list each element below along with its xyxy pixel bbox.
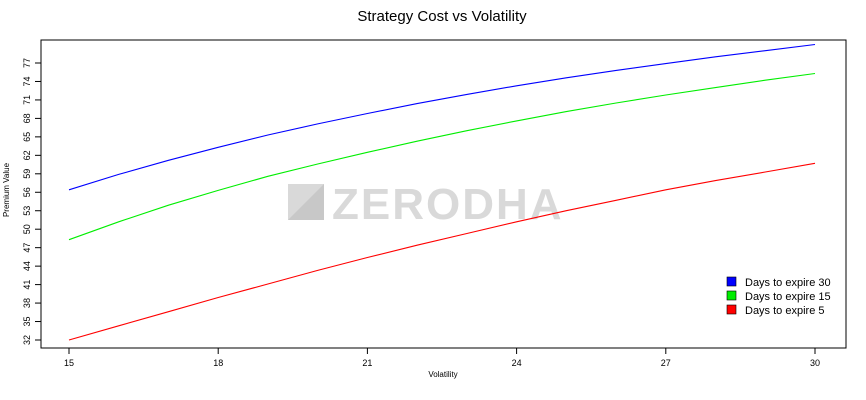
x-axis: 15 18 21 24 27 30 (64, 347, 820, 368)
legend: Days to expire 30 Days to expire 15 Days t… (726, 276, 831, 317)
y-tick-label: 62 (22, 150, 32, 160)
x-tick-label: 15 (64, 358, 74, 368)
x-tick-label: 27 (661, 358, 671, 368)
series-line-2 (68, 72, 816, 241)
y-tick-label: 56 (22, 187, 32, 197)
y-tick-label: 50 (22, 224, 32, 234)
watermark: ZERODHA (288, 180, 564, 229)
y-axis: 32 35 38 41 44 47 50 53 56 59 62 65 68 71 74 77 (22, 58, 42, 345)
series-line-1 (68, 43, 816, 191)
legend-label: Days to expire 30 (745, 277, 831, 289)
y-tick-label: 65 (22, 132, 32, 142)
y-tick-label: 74 (22, 76, 32, 86)
y-tick-label: 77 (22, 58, 32, 68)
chart-title: Strategy Cost vs Volatility (357, 8, 527, 25)
y-tick-label: 35 (22, 317, 32, 327)
y-tick-label: 41 (22, 280, 32, 290)
x-tick-label: 24 (512, 358, 522, 368)
y-tick-label: 47 (22, 243, 32, 253)
y-tick-label: 68 (22, 113, 32, 123)
y-axis-title: Premium Value (2, 162, 11, 217)
y-tick-label: 71 (22, 95, 32, 105)
legend-swatch (726, 304, 737, 315)
zerodha-logo-icon (288, 184, 324, 220)
y-tick-label: 59 (22, 169, 32, 179)
y-tick-label: 32 (22, 335, 32, 345)
y-tick-label: 38 (22, 298, 32, 308)
y-tick-label: 44 (22, 261, 32, 271)
y-tick-label: 53 (22, 206, 32, 216)
legend-label: Days to expire 5 (745, 305, 824, 317)
series-layer (68, 43, 816, 341)
legend-swatch (726, 276, 737, 287)
legend-label: Days to expire 15 (745, 291, 831, 303)
x-tick-label: 21 (362, 358, 372, 368)
watermark-text: ZERODHA (332, 180, 564, 229)
series-line-3 (68, 162, 816, 341)
x-tick-label: 18 (213, 358, 223, 368)
x-axis-title: Volatility (428, 370, 457, 379)
legend-swatch (726, 290, 737, 301)
x-tick-label: 30 (810, 358, 820, 368)
